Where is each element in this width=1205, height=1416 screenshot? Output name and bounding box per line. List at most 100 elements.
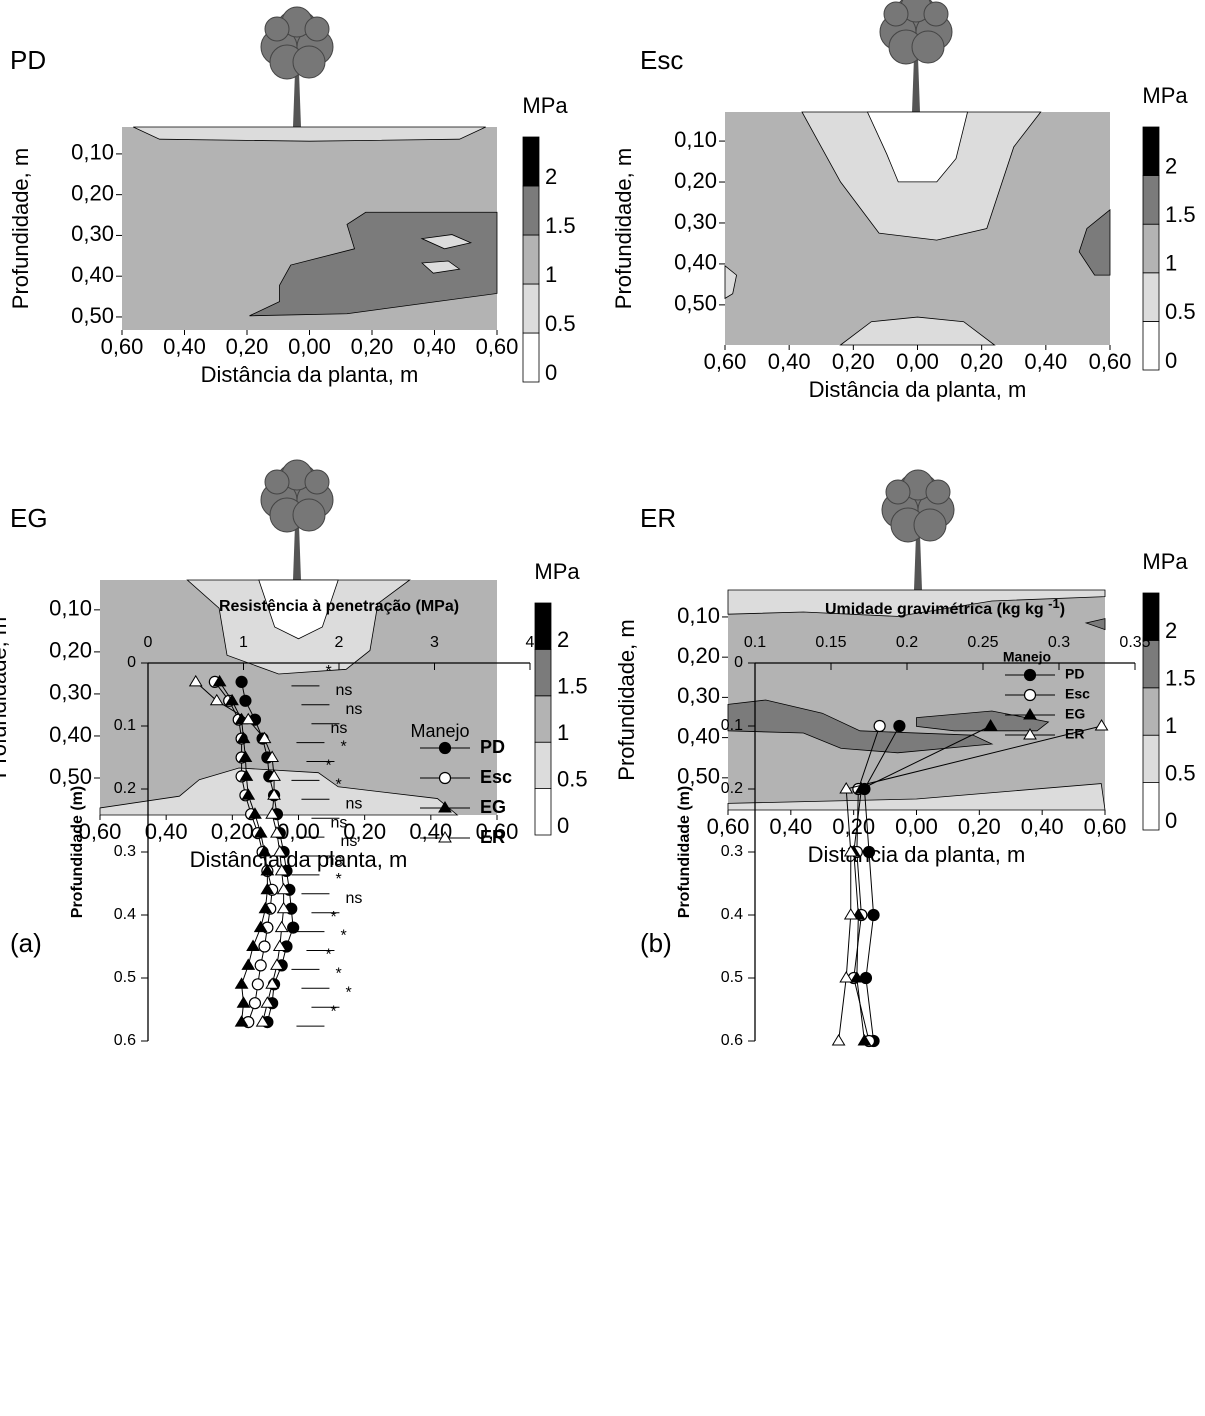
x-tick-label: 0.35 [1119, 634, 1150, 651]
legend-marker [1023, 668, 1037, 682]
x-tick-label: 0,40 [145, 819, 188, 844]
marker [867, 908, 880, 922]
y-tick-label: 0.6 [721, 1032, 743, 1049]
colorbar-swatch [522, 185, 540, 236]
colorbar-swatch [534, 602, 552, 650]
colorbar-label: 0.5 [1165, 760, 1196, 785]
x-tick-label: 0,20 [343, 819, 386, 844]
series-line [853, 725, 881, 1042]
x-axis-label-part: ) [1060, 601, 1065, 618]
y-tick-label: 0,30 [677, 683, 720, 708]
significance-label: * [325, 947, 331, 964]
colorbar-swatch [522, 234, 540, 285]
significance-label: ns [330, 720, 347, 737]
legend-marker [438, 831, 452, 843]
legend-label: EG [1065, 706, 1085, 722]
colorbar-title: MPa [1142, 83, 1188, 108]
x-tick-label: 0,60 [704, 349, 747, 374]
contour-region [258, 579, 339, 640]
tree-canopy [292, 45, 326, 79]
legend-marker [1023, 708, 1037, 720]
contour-base [728, 590, 1105, 810]
tree-canopy [264, 16, 290, 42]
contour-region [420, 234, 473, 250]
x-tick-label: 0,40 [769, 814, 812, 839]
legend-title: Manejo [410, 721, 469, 741]
colorbar-label: 0 [1165, 808, 1177, 833]
colorbar-title: MPa [1142, 549, 1188, 574]
significance-label: ns [335, 682, 352, 699]
x-tick-label: 0,40 [1021, 814, 1064, 839]
colorbar-swatch [522, 332, 540, 383]
x-tick-label: 0.2 [896, 634, 918, 651]
x-tick-label: 3 [430, 634, 439, 651]
marker [265, 977, 280, 989]
panel-label: ER [640, 503, 676, 533]
marker [241, 788, 256, 800]
tree-trunk [293, 72, 301, 127]
y-tick-label: 0.6 [114, 1032, 136, 1049]
marker [241, 958, 256, 970]
x-tick-label: 0,60 [476, 819, 519, 844]
marker [234, 977, 249, 989]
x-tick-label: 0.1 [744, 634, 766, 651]
y-tick-label: 0,20 [677, 643, 720, 668]
x-tick-label: 0,40 [163, 334, 206, 359]
significance-label: * [335, 871, 341, 888]
colorbar-title: MPa [534, 559, 580, 584]
marker [209, 693, 224, 706]
panel-label: Esc [640, 45, 683, 75]
colorbar-swatch [1142, 734, 1160, 784]
panel-label: PD [10, 45, 46, 75]
x-tick-label: 0,60 [79, 819, 122, 844]
colorbar-swatch [1142, 272, 1160, 322]
marker [1094, 719, 1109, 731]
marker [893, 719, 906, 733]
x-tick-label: 0,00 [895, 814, 938, 839]
colorbar-label: 1.5 [545, 213, 576, 238]
marker [246, 939, 260, 951]
x-tick-label: 4 [526, 634, 535, 651]
colorbar-swatch [1142, 782, 1160, 831]
marker [272, 845, 287, 857]
tree-trunk [912, 57, 920, 112]
x-tick-label: 1 [239, 634, 248, 651]
tree-canopy [264, 469, 290, 495]
marker [276, 901, 291, 914]
y-tick-label: 0.1 [114, 717, 136, 734]
marker [248, 807, 262, 819]
significance-label: * [330, 909, 336, 926]
colorbar-label: 1.5 [1165, 666, 1196, 691]
y-tick-label: 0,40 [49, 722, 92, 747]
colorbar-label: 2 [1165, 153, 1177, 178]
x-tick-label: 0.25 [967, 634, 998, 651]
x-tick-label: 0,20 [351, 334, 394, 359]
legend-label: PD [1065, 666, 1084, 682]
significance-label: ns [340, 833, 357, 850]
y-tick-label: 0,20 [674, 168, 717, 193]
y-axis-label: Profundidade, m [0, 617, 11, 778]
y-axis-label: Profundidade, m [8, 148, 33, 309]
tree-canopy [913, 508, 947, 542]
colorbar-label: 0 [545, 360, 557, 385]
marker [265, 807, 280, 819]
legend-marker [1023, 728, 1037, 740]
x-tick-label: 0 [144, 634, 153, 651]
marker [236, 731, 251, 744]
significance-label: ns [345, 890, 362, 907]
y-tick-label: 0,20 [71, 180, 114, 205]
colorbar-label: 0.5 [1165, 299, 1196, 324]
x-tick-label: 0,20 [960, 349, 1003, 374]
y-tick-label: 0.1 [721, 717, 743, 734]
colorbar-swatch [1142, 175, 1160, 225]
colorbar-swatch [534, 788, 552, 836]
x-tick-label: 0,60 [707, 814, 750, 839]
marker [236, 996, 251, 1008]
marker [257, 845, 272, 857]
marker [260, 996, 275, 1008]
legend-label: ER [480, 827, 505, 847]
legend-marker [1023, 688, 1037, 702]
x-tick-label: 0,40 [1024, 349, 1067, 374]
y-tick-label: 0,10 [674, 127, 717, 152]
y-tick-label: 0 [127, 654, 136, 671]
